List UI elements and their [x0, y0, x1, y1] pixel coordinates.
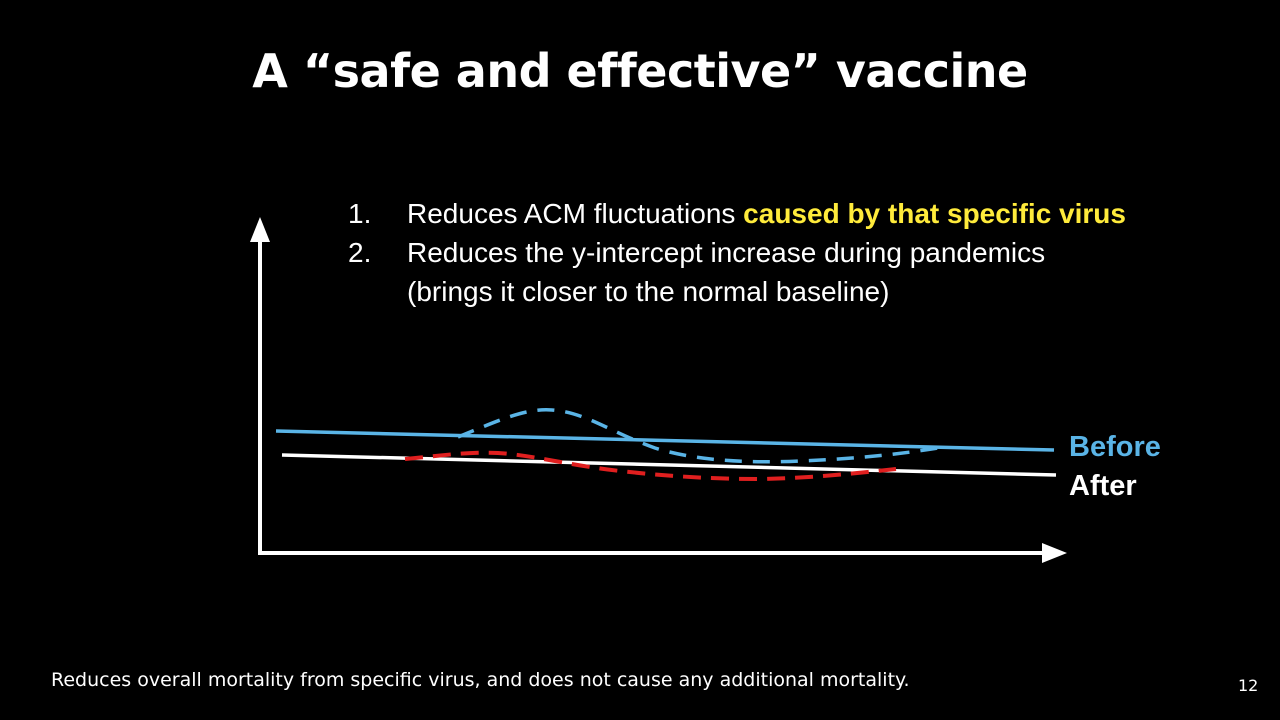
before-baseline — [275, 429, 1055, 452]
key-point-2: 2. Reduces the y-intercept increase duri… — [346, 233, 1126, 272]
x-axis-arrowhead — [1042, 543, 1067, 563]
slide-caption: Reduces overall mortality from specific … — [51, 669, 910, 691]
key-point-1: 1. Reduces ACM fluctuations caused by th… — [346, 194, 1126, 233]
point-number: 1. — [348, 198, 372, 229]
after-baseline — [281, 453, 1057, 477]
point-text: Reduces the y-intercept increase during … — [407, 237, 1046, 268]
key-point-2-continuation: (brings it closer to the normal baseline… — [346, 272, 1126, 311]
after-fluctuation — [404, 450, 897, 482]
point-number: 2. — [348, 237, 372, 268]
before-label: Before — [1069, 431, 1161, 463]
page-number: 12 — [1238, 676, 1259, 695]
y-axis-arrowhead — [250, 217, 270, 242]
slide-title: A “safe and effective” vaccine — [252, 44, 1028, 98]
after-label: After — [1069, 470, 1137, 502]
point-highlight: caused by that specific virus — [743, 198, 1126, 229]
point-continuation: (brings it closer to the normal baseline… — [407, 276, 890, 307]
point-text: Reduces ACM fluctuations — [407, 198, 744, 229]
key-points-list: 1. Reduces ACM fluctuations caused by th… — [346, 194, 1126, 311]
before-fluctuation — [457, 408, 939, 464]
